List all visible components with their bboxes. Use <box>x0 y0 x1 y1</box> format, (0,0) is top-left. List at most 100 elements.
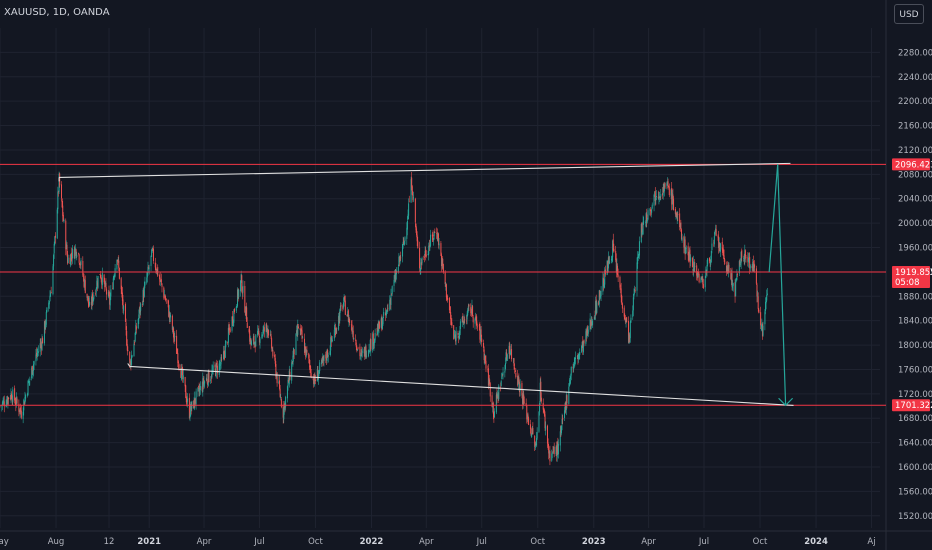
candle-body <box>752 260 754 272</box>
candle-body <box>261 335 263 336</box>
candle-body <box>470 311 472 313</box>
candle-body <box>457 332 459 335</box>
candle-body <box>65 220 67 250</box>
candle-body <box>668 186 670 196</box>
candle-body <box>249 330 251 342</box>
candle-body <box>500 380 502 387</box>
candle-body <box>574 358 576 364</box>
candle-body <box>458 332 460 339</box>
candle-body <box>462 321 464 324</box>
candle-body <box>551 453 553 461</box>
candle-body <box>84 280 86 293</box>
candle-body <box>310 366 312 373</box>
candle-body <box>408 201 410 203</box>
candle-body <box>295 333 297 355</box>
candle-body <box>377 323 379 332</box>
candle-body <box>244 285 246 312</box>
candle-body <box>525 403 527 406</box>
candle-body <box>91 294 93 306</box>
candle-body <box>37 351 39 353</box>
candle-body <box>727 266 729 274</box>
candle-body <box>731 273 733 287</box>
candle-body <box>14 388 16 401</box>
candle-body <box>400 257 402 259</box>
candle-body <box>474 318 476 324</box>
candle-body <box>690 257 692 262</box>
candle-body <box>404 237 406 242</box>
candle-body <box>193 400 195 409</box>
candle-body <box>37 351 39 352</box>
candle-body <box>632 297 634 311</box>
candle-body <box>109 294 111 305</box>
candle-body <box>441 259 443 266</box>
candle-body <box>430 234 432 246</box>
x-tick-label: Oct <box>308 537 323 547</box>
candle-body <box>296 330 298 334</box>
candle-body <box>266 328 268 334</box>
candle-body <box>589 318 591 330</box>
candle-body <box>348 318 350 324</box>
time-axis[interactable]: May Aug 12 2021 Apr Jul Oct 2022 Apr Jul Oct 2023 Ap… <box>0 537 876 547</box>
candle-body <box>299 328 301 331</box>
candle-body <box>498 385 500 400</box>
candle-body <box>342 305 344 309</box>
candle-body <box>57 191 59 193</box>
candle-body <box>596 302 598 313</box>
currency-button[interactable]: USD <box>894 4 924 24</box>
candle-body <box>151 249 153 257</box>
x-tick-label: 2021 <box>137 537 161 547</box>
candle-body <box>638 256 640 258</box>
candle-body <box>11 399 13 402</box>
candle-body <box>223 351 225 359</box>
candle-body <box>152 248 154 261</box>
candle-body <box>104 282 106 286</box>
candle-body <box>296 330 298 334</box>
candle-body <box>87 295 89 304</box>
candle-body <box>546 425 548 444</box>
candle-body <box>464 319 466 320</box>
candle-body <box>334 327 336 330</box>
candle-body <box>654 190 656 202</box>
candle-body <box>487 368 489 386</box>
candle-body <box>722 249 724 256</box>
candle-body <box>291 362 293 364</box>
candle-body <box>402 241 404 244</box>
candle-body <box>670 189 672 196</box>
candle-body <box>654 191 656 195</box>
y-tick-label: 1520.000 <box>898 512 932 522</box>
candle-body <box>254 343 256 348</box>
candle-body <box>12 389 14 403</box>
candle-body <box>698 273 700 283</box>
candle-body <box>366 356 368 357</box>
candle-body <box>393 279 395 286</box>
y-tick-label: 2280.000 <box>898 48 932 58</box>
candle-body <box>663 187 665 193</box>
candle-body <box>78 254 80 263</box>
candle-body <box>16 398 18 404</box>
candle-body <box>46 307 48 312</box>
candle-body <box>522 395 524 405</box>
candle-body <box>406 221 408 230</box>
candle-body <box>327 354 329 357</box>
price-axis[interactable]: 2280.000 2240.000 2200.000 2160.000 2120.000… <box>898 48 932 521</box>
candle-body <box>467 306 469 310</box>
candle-body <box>202 378 204 385</box>
candle-body <box>497 393 499 397</box>
candle-body <box>325 354 327 359</box>
candle-body <box>553 446 555 453</box>
candle-body <box>625 318 627 323</box>
candle-body <box>688 255 690 262</box>
candle-body <box>526 415 528 418</box>
candle-body <box>402 243 404 257</box>
candle-body <box>662 187 664 195</box>
candle-body <box>308 359 310 364</box>
candle-body <box>467 309 469 316</box>
candle-body <box>75 249 77 257</box>
candle-body <box>719 243 721 252</box>
candle-body <box>201 386 203 391</box>
candle-body <box>221 358 223 360</box>
candle-body <box>598 290 600 305</box>
